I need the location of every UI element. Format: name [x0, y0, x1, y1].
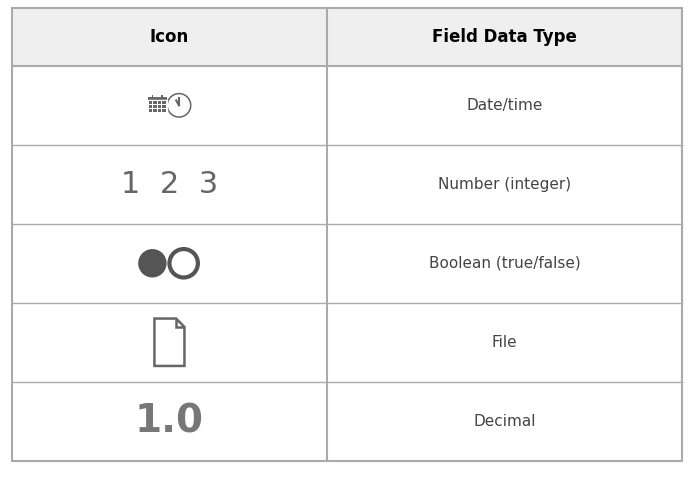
Text: Boolean (true/false): Boolean (true/false) [429, 256, 580, 271]
Polygon shape [158, 109, 162, 112]
Polygon shape [162, 105, 166, 108]
Text: Number (integer): Number (integer) [438, 177, 571, 192]
Polygon shape [153, 101, 157, 104]
Polygon shape [161, 95, 163, 98]
Polygon shape [149, 105, 152, 108]
Text: File: File [491, 334, 517, 350]
Text: Decimal: Decimal [473, 413, 536, 429]
Text: Icon: Icon [150, 28, 189, 46]
Text: Date/time: Date/time [466, 98, 543, 113]
Polygon shape [149, 101, 152, 104]
Circle shape [138, 249, 167, 278]
Polygon shape [162, 101, 166, 104]
Circle shape [169, 249, 198, 278]
Text: 1.0: 1.0 [135, 402, 204, 440]
Polygon shape [149, 109, 152, 112]
Polygon shape [162, 109, 166, 112]
Text: 1  2  3: 1 2 3 [121, 170, 218, 199]
Polygon shape [153, 109, 157, 112]
Text: Field Data Type: Field Data Type [432, 28, 577, 46]
Polygon shape [158, 105, 162, 108]
Circle shape [169, 95, 189, 116]
Polygon shape [158, 101, 162, 104]
Polygon shape [152, 95, 153, 98]
Polygon shape [148, 97, 167, 113]
Polygon shape [12, 8, 682, 66]
Polygon shape [153, 105, 157, 108]
Polygon shape [155, 318, 185, 366]
Polygon shape [148, 100, 167, 113]
Circle shape [167, 93, 192, 118]
